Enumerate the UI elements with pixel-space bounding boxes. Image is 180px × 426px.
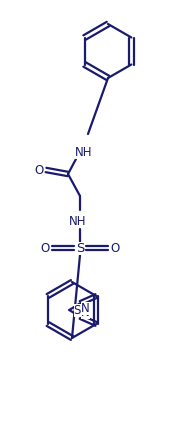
Text: NH: NH: [75, 146, 93, 159]
Text: N: N: [81, 302, 90, 315]
Text: S: S: [74, 304, 81, 317]
Text: S: S: [76, 242, 84, 255]
Text: O: O: [34, 164, 44, 177]
Text: N: N: [81, 306, 90, 319]
Text: NH: NH: [69, 215, 87, 228]
Text: O: O: [110, 242, 120, 255]
Text: O: O: [40, 242, 50, 255]
